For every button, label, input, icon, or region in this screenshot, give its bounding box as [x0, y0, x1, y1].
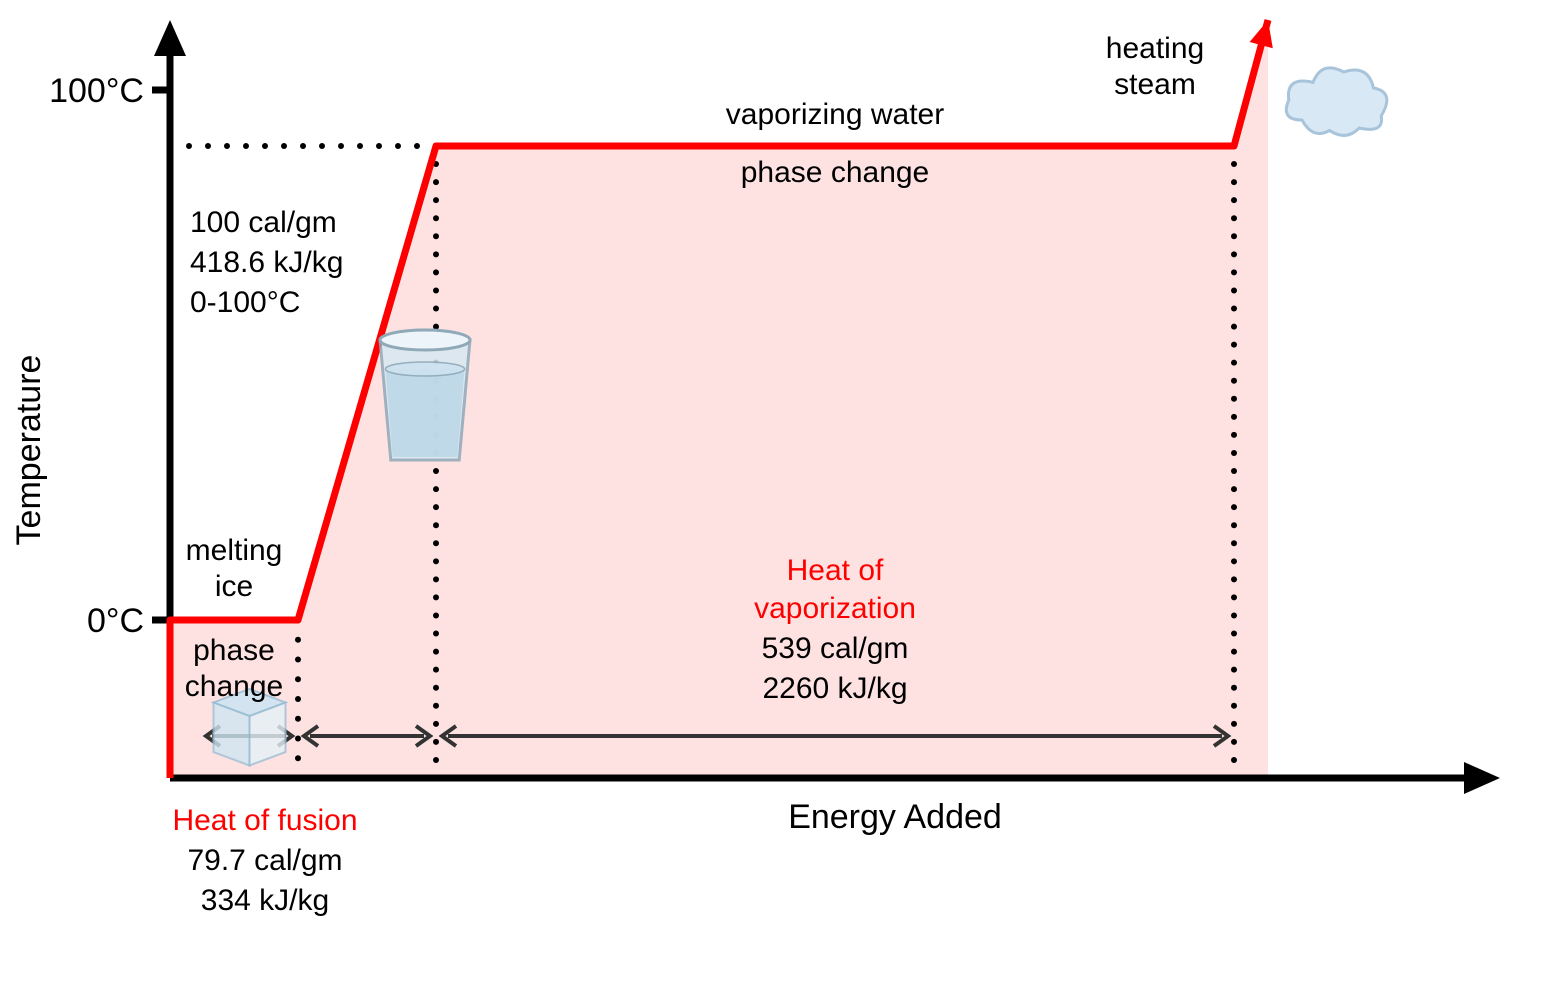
heating-steam-label-2: steam [1114, 68, 1196, 101]
dotted-100c-line [167, 143, 439, 149]
heating-steam-label: heating [1106, 32, 1204, 65]
phase-change-1-label-2: change [185, 670, 283, 703]
melting-ice-label: melting [186, 534, 283, 567]
heat-of-fusion-value-2: 334 kJ/kg [201, 884, 329, 917]
heat-of-vaporization-title-2: vaporization [754, 592, 916, 625]
y-axis-arrowhead [154, 20, 186, 56]
steam-cloud-icon [1286, 68, 1387, 136]
y-axis-label: Temperature [10, 355, 48, 546]
heating-curve-diagram: 0°C 100°C Temperature Energy Added meltin… [0, 0, 1556, 981]
heating-water-value-3: 0-100°C [190, 286, 300, 319]
x-axis-label: Energy Added [788, 798, 1002, 836]
curve-fill [170, 20, 1268, 778]
x-axis-arrowhead [1464, 762, 1500, 794]
heat-of-vaporization-value-2: 2260 kJ/kg [762, 672, 907, 705]
heat-of-vaporization-value-1: 539 cal/gm [762, 632, 909, 665]
heat-of-vaporization-title: Heat of [787, 554, 884, 587]
heat-of-fusion-value-1: 79.7 cal/gm [187, 844, 342, 877]
phase-change-2-label: phase change [741, 156, 930, 189]
phase-change-1-label: phase [193, 634, 275, 667]
melting-ice-label-2: ice [215, 570, 253, 603]
y-tick-label: 100°C [49, 72, 144, 110]
y-tick-label: 0°C [87, 602, 144, 640]
heat-of-fusion-title: Heat of fusion [172, 804, 357, 837]
vaporizing-water-label: vaporizing water [726, 98, 944, 131]
heating-water-value-1: 100 cal/gm [190, 206, 337, 239]
heating-water-value-2: 418.6 kJ/kg [190, 246, 343, 279]
y-axis-ticks: 0°C 100°C [49, 72, 170, 640]
water-glass-icon [380, 330, 470, 460]
